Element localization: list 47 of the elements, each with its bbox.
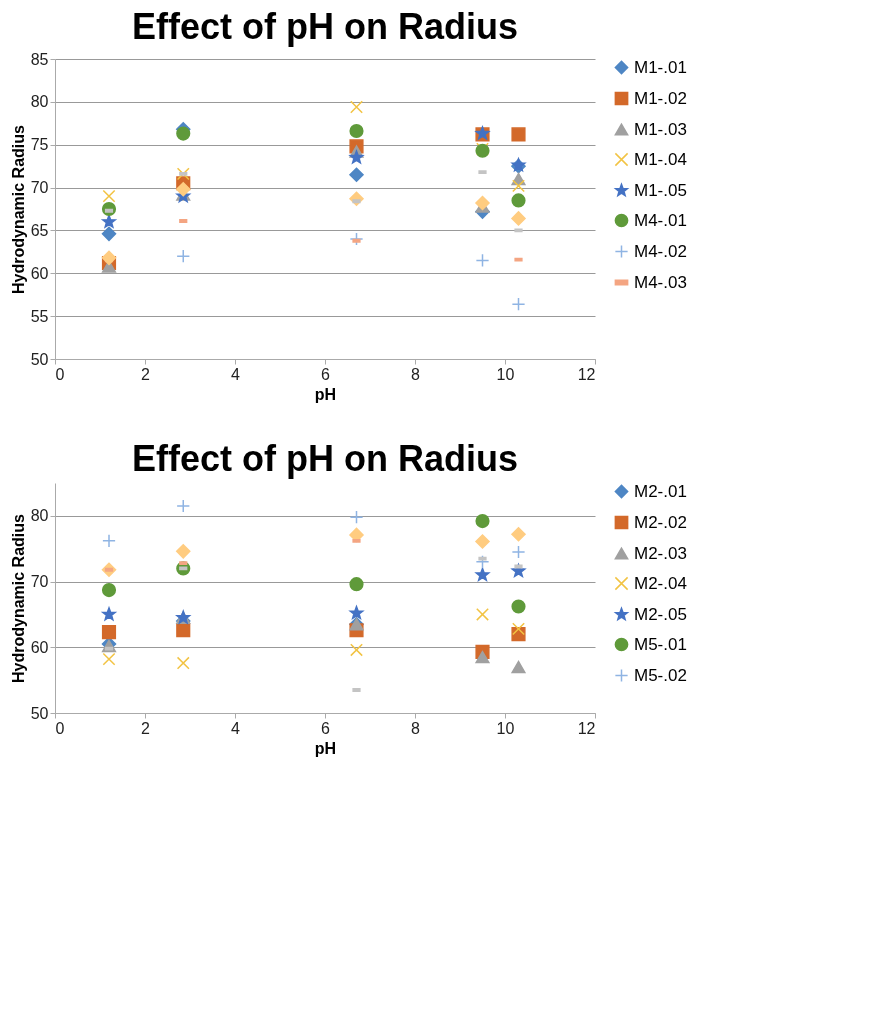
x-tick-label: 0: [55, 719, 65, 737]
legend-label: M4-.03: [634, 272, 687, 292]
legend-label: M4-.01: [634, 210, 687, 230]
x-tick-label: 2: [141, 365, 151, 383]
chart-title: Effect of pH on Radius: [132, 6, 518, 47]
x-tick-label: 10: [496, 365, 515, 383]
x-tick-label: 2: [141, 719, 151, 737]
chart-title: Effect of pH on Radius: [132, 438, 518, 479]
legend-label: M1-.01: [634, 57, 687, 77]
legend-label: M5-.01: [634, 634, 687, 654]
y-axis-title: Hydrodynamic Radius: [9, 124, 27, 294]
legend-label: M4-.02: [634, 241, 687, 261]
x-tick-label: 12: [577, 719, 596, 737]
y-tick-label: 70: [30, 573, 49, 591]
x-tick-label: 4: [231, 719, 241, 737]
x-tick-label: 6: [321, 719, 331, 737]
legend-label: M2-.04: [634, 573, 687, 593]
y-tick-label: 50: [30, 350, 49, 368]
y-tick-label: 75: [30, 136, 49, 154]
x-tick-label: 4: [231, 365, 241, 383]
legend-label: M5-.02: [634, 665, 687, 685]
x-axis-title: pH: [314, 385, 337, 403]
y-tick-label: 60: [30, 638, 49, 656]
y-tick-label: 55: [30, 307, 49, 325]
y-tick-label: 80: [30, 93, 49, 111]
y-tick-label: 85: [30, 50, 49, 68]
legend-label: M1-.03: [634, 119, 687, 139]
y-axis-title: Hydrodynamic Radius: [9, 513, 27, 683]
legend-label: M2-.02: [634, 512, 687, 532]
y-tick-label: 60: [30, 264, 49, 282]
y-tick-label: 65: [30, 221, 49, 239]
y-tick-label: 80: [30, 507, 49, 525]
y-tick-label: 70: [30, 179, 49, 197]
x-axis-title: pH: [314, 739, 337, 757]
x-tick-label: 0: [55, 365, 65, 383]
legend-label: M1-.04: [634, 149, 687, 169]
x-tick-label: 6: [321, 365, 331, 383]
x-tick-label: 8: [411, 719, 421, 737]
legend-label: M1-.02: [634, 88, 687, 108]
y-tick-label: 50: [30, 704, 49, 722]
x-tick-label: 8: [411, 365, 421, 383]
legend-label: M2-.01: [634, 481, 687, 501]
x-tick-label: 10: [496, 719, 515, 737]
x-tick-label: 12: [577, 365, 596, 383]
legend-label: M2-.03: [634, 543, 687, 563]
legend-label: M1-.05: [634, 180, 687, 200]
legend-label: M2-.05: [634, 604, 687, 624]
